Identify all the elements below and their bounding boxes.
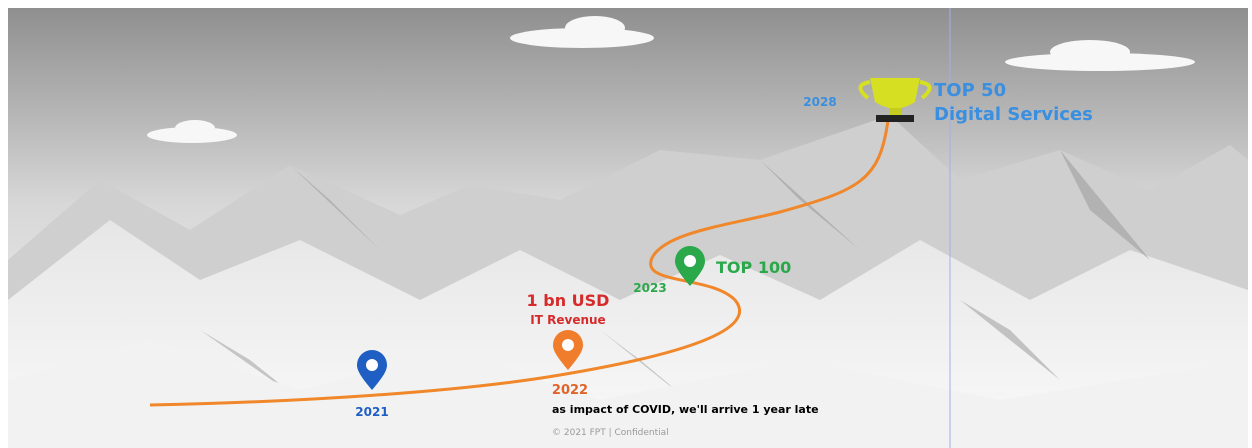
milestone-subtitle: IT Revenue (530, 313, 605, 327)
footer: © 2021 FPT | Confidential (552, 428, 669, 438)
milestone-title: TOP 100 (716, 258, 791, 277)
note: as impact of COVID, we'll arrive 1 year … (552, 403, 819, 416)
milestone-title: 1 bn USD (527, 291, 610, 310)
year-label: 2028 (803, 95, 836, 109)
year-label: 2022 (552, 383, 588, 398)
year-label: 2021 (355, 405, 388, 419)
milestone-subtitle: Digital Services (934, 104, 1093, 125)
roadmap-slide: 2021 2022 1 bn USD IT Revenue 2023 TOP 1… (0, 0, 1252, 448)
milestone-title: TOP 50 (934, 80, 1006, 101)
year-label: 2023 (633, 281, 666, 295)
